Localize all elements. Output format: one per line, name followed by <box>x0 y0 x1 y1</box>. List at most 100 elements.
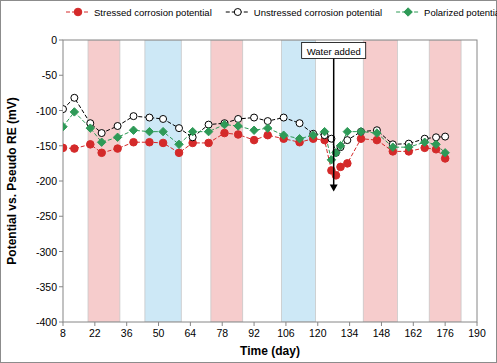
data-point <box>357 128 364 135</box>
shaded-period <box>88 40 120 322</box>
data-point <box>295 135 303 143</box>
y-tick-label: -300 <box>36 246 57 258</box>
chart-border <box>1 1 497 363</box>
legend-label: Unstressed corrosion potential <box>254 7 382 18</box>
data-point <box>160 115 167 122</box>
data-point <box>98 130 105 137</box>
legend-marker <box>234 9 241 16</box>
data-point <box>279 131 287 139</box>
legend-label: Polarized potential <box>424 7 497 18</box>
chart: 0-50-100-150-200-250-300-350-40082236506… <box>0 0 497 363</box>
x-tick <box>381 322 382 326</box>
x-tick <box>477 322 478 326</box>
y-tick-label: -150 <box>36 140 57 152</box>
y-tick-label: -350 <box>36 281 57 293</box>
data-point <box>442 133 449 140</box>
data-point <box>130 113 137 120</box>
data-point <box>389 143 397 151</box>
data-point <box>71 145 79 153</box>
data-point <box>114 145 122 153</box>
x-tick <box>317 322 318 326</box>
data-point <box>344 137 351 144</box>
y-tick <box>59 251 63 252</box>
data-point <box>145 127 153 135</box>
series-line <box>63 98 445 153</box>
x-tick <box>158 322 159 326</box>
legend: Stressed corrosion potential Unstressed c… <box>66 7 497 18</box>
x-tick <box>445 322 446 326</box>
y-axis-title: Potential vs. Pseudo RE (mV) <box>5 97 19 264</box>
data-point <box>129 126 137 134</box>
data-point <box>71 94 78 101</box>
plot-frame <box>63 40 477 322</box>
x-tick <box>349 322 350 326</box>
data-point <box>63 144 67 152</box>
legend-label: Stressed corrosion potential <box>94 7 212 18</box>
data-point <box>250 136 258 144</box>
data-point <box>234 122 242 130</box>
x-tick-label: 162 <box>405 327 423 339</box>
x-tick <box>254 322 255 326</box>
y-tick-label: -400 <box>36 316 57 328</box>
data-point <box>251 114 258 121</box>
data-point <box>204 127 212 135</box>
data-point <box>432 140 440 148</box>
y-tick <box>59 75 63 76</box>
shaded-period <box>429 40 461 322</box>
data-point <box>113 133 121 141</box>
bands <box>88 40 461 322</box>
x-tick <box>413 322 414 326</box>
data-point <box>343 127 351 135</box>
data-point <box>146 114 153 121</box>
y-tick <box>59 145 63 146</box>
x-tick-label: 8 <box>60 327 66 339</box>
data-point <box>86 124 94 132</box>
x-tick-label: 148 <box>373 327 391 339</box>
data-point <box>188 127 196 135</box>
data-point <box>420 138 428 146</box>
data-point <box>250 126 258 134</box>
data-point <box>220 120 228 128</box>
data-point <box>86 141 94 149</box>
data-point <box>63 123 67 131</box>
y-tick <box>59 322 63 323</box>
data-point <box>70 108 78 116</box>
data-point <box>130 138 138 146</box>
shaded-period <box>211 40 243 322</box>
legend-marker <box>404 8 412 16</box>
data-point <box>146 138 154 146</box>
x-tick-label: 176 <box>436 327 454 339</box>
data-point <box>336 142 344 150</box>
annotation-arrowhead <box>330 185 338 192</box>
data-point <box>405 143 413 151</box>
legend-marker <box>74 8 82 16</box>
data-point <box>176 125 183 132</box>
x-tick-label: 92 <box>248 327 260 339</box>
x-tick-label: 22 <box>89 327 101 339</box>
data-point <box>373 129 381 137</box>
data-point <box>296 120 303 127</box>
x-tick-label: 64 <box>185 327 197 339</box>
y-tick <box>59 181 63 182</box>
data-point <box>344 160 352 168</box>
data-point <box>234 131 242 139</box>
series-line <box>63 112 445 160</box>
y-tick-label: -250 <box>36 210 57 222</box>
y-tick-label: -200 <box>36 175 57 187</box>
y-tick <box>59 110 63 111</box>
data-point <box>205 139 213 147</box>
x-tick-label: 120 <box>309 327 327 339</box>
data-point <box>63 106 67 113</box>
x-tick <box>190 322 191 326</box>
shaded-period <box>145 40 181 322</box>
data-point <box>309 131 317 139</box>
data-point <box>159 127 167 135</box>
x-tick-label: 190 <box>468 327 486 339</box>
data-point <box>441 149 449 157</box>
data-point <box>221 129 229 137</box>
data-point <box>97 138 105 146</box>
data-point <box>320 127 328 135</box>
data-point <box>357 127 365 135</box>
data-point <box>175 149 183 157</box>
y-tick <box>59 286 63 287</box>
